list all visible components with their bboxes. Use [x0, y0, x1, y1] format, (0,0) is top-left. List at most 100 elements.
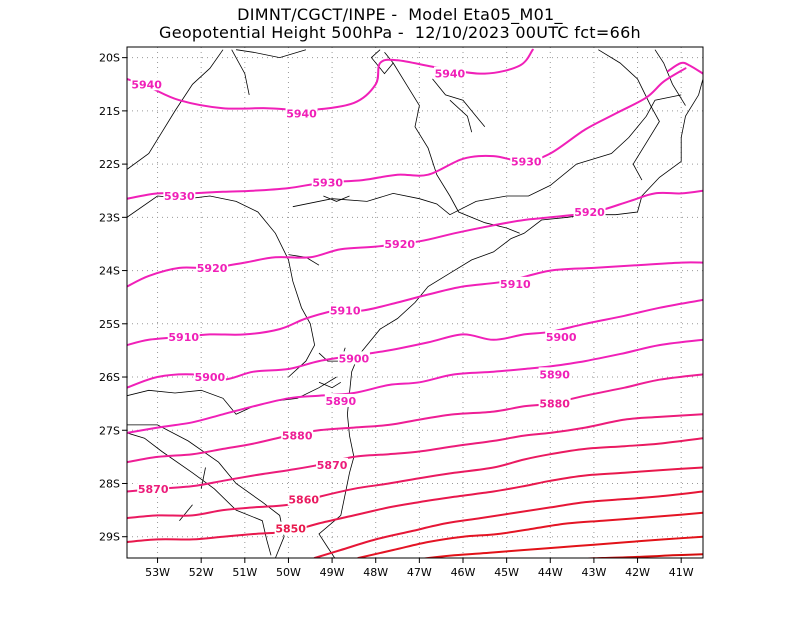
- lon-tick-label: 44W: [538, 566, 563, 579]
- contour-label: 5870: [317, 459, 348, 472]
- contour-label: 5930: [164, 190, 195, 203]
- lon-tick-label: 49W: [320, 566, 345, 579]
- lat-tick-label: 28S: [99, 477, 120, 490]
- contour-label: 5890: [326, 395, 357, 408]
- plot-frame: [126, 46, 704, 559]
- contour-label-bg: [311, 175, 344, 189]
- contour-label-bg: [130, 77, 163, 91]
- lon-tick-label: 47W: [407, 566, 432, 579]
- lon-tick-label: 46W: [451, 566, 476, 579]
- lon-tick-label: 51W: [232, 566, 257, 579]
- contour-label: 5900: [339, 352, 370, 365]
- contour-line: [539, 553, 703, 558]
- contour-label: 5900: [546, 331, 577, 344]
- contour-label: 5910: [330, 304, 361, 317]
- contour-label: 5890: [539, 368, 570, 381]
- coastline-segment: [392, 62, 520, 234]
- contour-label-bg: [316, 457, 349, 471]
- title-line-2: Geopotential Height 500hPa - 12/10/2023 …: [159, 23, 641, 42]
- contour-label: 5940: [286, 108, 317, 121]
- contour-label: 5920: [574, 206, 605, 219]
- contour-label: 5880: [282, 430, 313, 443]
- lon-tick-label: 53W: [145, 566, 170, 579]
- contour-label: 5940: [131, 78, 162, 91]
- contour-label: 5910: [168, 331, 199, 344]
- contour-label: 5850: [275, 523, 306, 536]
- lon-tick-label: 48W: [363, 566, 388, 579]
- contour-label-bg: [137, 481, 170, 495]
- contour-label-bg: [510, 154, 543, 168]
- contour-label-bg: [433, 66, 466, 80]
- lat-tick-label: 23S: [99, 211, 120, 224]
- contour-label-bg: [196, 260, 229, 274]
- contour-label-bg: [193, 370, 226, 384]
- lat-tick-label: 29S: [99, 531, 120, 544]
- coastline-segment: [231, 49, 250, 95]
- lon-tick-label: 50W: [276, 566, 301, 579]
- contour-label-bg: [167, 330, 200, 344]
- coastline-segment: [127, 49, 224, 170]
- contour-line: [127, 413, 703, 493]
- coastline-segment: [127, 376, 337, 415]
- lat-tick-label: 26S: [99, 371, 120, 384]
- contour-label: 5920: [384, 238, 415, 251]
- coastline-segment: [127, 195, 316, 378]
- contour-label-bg: [538, 367, 571, 381]
- contour-label: 5870: [138, 483, 169, 496]
- contour-label-bg: [383, 236, 416, 250]
- contour-line: [667, 61, 703, 75]
- coastline-segment: [432, 78, 486, 128]
- lon-tick-label: 43W: [581, 566, 606, 579]
- contour-line: [127, 373, 703, 464]
- contour-labels: 5940 5940 5940 5930 5930 5930 5920 5920 5920 5910…: [130, 66, 606, 536]
- coastline-and-borders: [127, 49, 703, 558]
- contour-label-bg: [545, 330, 578, 344]
- contour-label-bg: [573, 205, 606, 219]
- contour-line: [127, 466, 703, 543]
- contour-line: [313, 490, 703, 558]
- contour-label-bg: [287, 492, 320, 506]
- coastline-segment: [236, 49, 307, 59]
- lat-tick-label: 24S: [99, 265, 120, 278]
- contour-label-bg: [337, 351, 370, 365]
- lat-tick-label: 27S: [99, 424, 120, 437]
- coastline-segment: [179, 504, 193, 521]
- coastline-segment: [318, 78, 703, 558]
- contour-label: 5860: [288, 493, 319, 506]
- contour-label: 5920: [197, 262, 228, 275]
- title-line-1: DIMNT/CGCT/INPE - Model Eta05_M01_: [237, 5, 563, 24]
- contour-line: [127, 48, 534, 112]
- contour-line: [127, 67, 687, 200]
- lat-tick-label: 21S: [99, 105, 120, 118]
- contour-label-bg: [329, 303, 362, 317]
- contour-line: [127, 437, 703, 520]
- lon-tick-label: 41W: [669, 566, 694, 579]
- lon-tick-label: 52W: [189, 566, 214, 579]
- contour-line: [127, 261, 703, 347]
- coastline-segment: [598, 49, 660, 181]
- lon-tick-label: 42W: [625, 566, 650, 579]
- contour-label-bg: [324, 393, 357, 407]
- contour-line: [127, 338, 703, 434]
- latitude-axis: 20S 21S 22S 23S 24S 25S 26S 27S 28S 29S: [99, 52, 127, 544]
- contour-label-bg: [538, 396, 571, 410]
- contour-label-bg: [281, 428, 314, 442]
- lat-lon-grid: [127, 47, 703, 558]
- coastline-segment: [318, 381, 342, 389]
- lat-tick-label: 25S: [99, 318, 120, 331]
- lat-tick-label: 22S: [99, 158, 120, 171]
- contour-label-bg: [499, 276, 532, 290]
- contour-line: [420, 535, 703, 558]
- contour-label: 5900: [195, 371, 226, 384]
- coastline-segment: [449, 99, 473, 133]
- contour-line: [357, 511, 703, 558]
- coastline-segment: [654, 49, 686, 106]
- contour-label-bg: [274, 521, 307, 535]
- coastline-segment: [323, 195, 350, 202]
- lat-tick-label: 20S: [99, 52, 120, 65]
- contour-label: 5940: [435, 68, 466, 81]
- map-title: DIMNT/CGCT/INPE - Model Eta05_M01_ Geopo…: [0, 6, 800, 42]
- contour-label-bg: [285, 106, 318, 120]
- contour-label-bg: [163, 189, 196, 203]
